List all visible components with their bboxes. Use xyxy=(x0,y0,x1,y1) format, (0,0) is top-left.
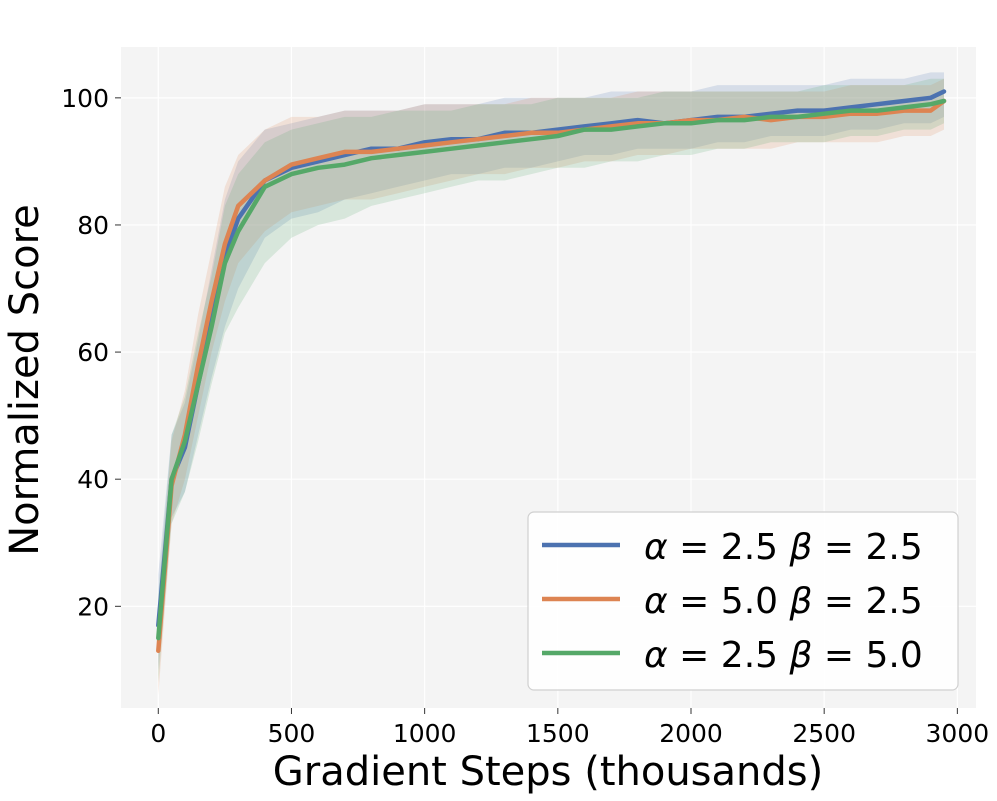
legend-box xyxy=(527,511,959,691)
y-axis-label: Normalized Score xyxy=(2,204,48,556)
axis-ticks: 0 500 1000 1500 2000 2500 3000 20 40 60 80 100 xyxy=(61,84,989,748)
legend-label-0: α = 2.5 β = 2.5 xyxy=(644,527,923,568)
y-tick-label: 20 xyxy=(77,592,109,621)
legend-label-1: α = 5.0 β = 2.5 xyxy=(644,581,923,622)
series-lines xyxy=(156,89,947,654)
legend: α = 2.5 β = 2.5 α = 5.0 β = 2.5 α = 2.5 β … xyxy=(527,511,959,691)
x-tick-label: 3000 xyxy=(926,719,990,748)
grid xyxy=(121,47,976,708)
confidence-band-1 xyxy=(158,78,945,696)
y-tick-label: 40 xyxy=(77,465,109,494)
y-tick-label: 100 xyxy=(61,84,109,113)
x-tick-label: 1000 xyxy=(393,719,457,748)
series-line-2 xyxy=(156,98,947,641)
x-tick-label: 2500 xyxy=(792,719,856,748)
legend-label-2: α = 2.5 β = 5.0 xyxy=(644,635,923,676)
x-tick-label: 500 xyxy=(268,719,316,748)
confidence-bands xyxy=(158,72,945,696)
x-tick-label: 0 xyxy=(150,719,166,748)
y-tick-label: 80 xyxy=(77,211,109,240)
y-tick-label: 60 xyxy=(77,338,109,367)
x-tick-label: 1500 xyxy=(526,719,590,748)
x-axis-label: Gradient Steps (thousands) xyxy=(273,749,823,795)
x-tick-label: 2000 xyxy=(659,719,723,748)
